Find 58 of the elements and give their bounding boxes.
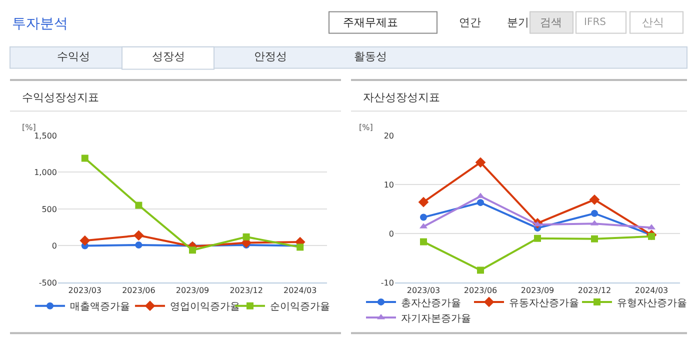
point [420,214,427,221]
x-tick-label: 2024/03 [283,286,317,296]
point [534,234,541,242]
text: 산식 [642,16,664,29]
point [589,194,600,205]
legend-label: 순이익증가율 [270,302,330,313]
point [477,266,484,274]
legend-label: 매출액증가율 [70,302,130,313]
text: 검색 [540,16,562,29]
x-tick-label: 2023/12 [578,286,612,296]
text: 주재무제표 [343,16,398,29]
chart-title: 자산성장성지표 [363,91,440,104]
y-tick-label: 0 [388,229,394,238]
point [477,199,484,206]
point [189,246,196,254]
y-tick-label: 0 [52,242,57,251]
y-tick-label: 500 [42,204,57,214]
point [80,235,90,246]
point [420,238,427,246]
chart-title: 수익성장성지표 [22,91,99,104]
y-tick-label: -10 [380,278,394,288]
legend-label: 총자산증가율 [401,298,461,309]
y-axis-title: [%] [22,123,36,132]
x-tick-label: 2023/09 [176,286,210,296]
y-axis-title: [%] [359,123,373,132]
x-tick-label: 2023/06 [464,286,498,296]
point [591,210,598,217]
x-tick-label: 2023/09 [520,286,554,296]
point [134,230,144,241]
text: 수익성 [57,50,90,63]
point [242,233,250,240]
y-tick-label: 1,500 [34,131,57,140]
legend-label: 유형자산증가율 [617,298,687,309]
x-tick-label: 2023/03 [68,286,102,296]
x-tick-label: 2023/03 [406,286,440,296]
y-tick-label: -500 [38,278,57,288]
text: 성장성 [152,50,185,63]
point [135,202,142,209]
x-tick-label: 2023/12 [230,286,263,296]
text: 활동성 [354,50,387,63]
point [418,196,429,208]
y-tick-label: 20 [384,131,394,140]
text: 투자분석 [12,16,68,32]
text: 안정성 [254,50,287,63]
point [475,157,486,168]
legend-label: 영업이익증가율 [170,302,240,313]
text: 분기 [507,16,529,29]
text: 연간 [459,16,481,29]
x-tick-label: 2024/03 [634,286,668,296]
point [135,241,142,248]
y-tick-label: 10 [384,180,394,190]
text: IFRS [584,17,606,28]
x-tick-label: 2023/06 [122,286,156,296]
point [591,235,598,242]
legend-label: 자기자본증가율 [401,313,471,324]
point [81,154,88,162]
y-tick-label: 1,000 [34,168,57,178]
legend-label: 유동자산증가율 [509,298,579,309]
